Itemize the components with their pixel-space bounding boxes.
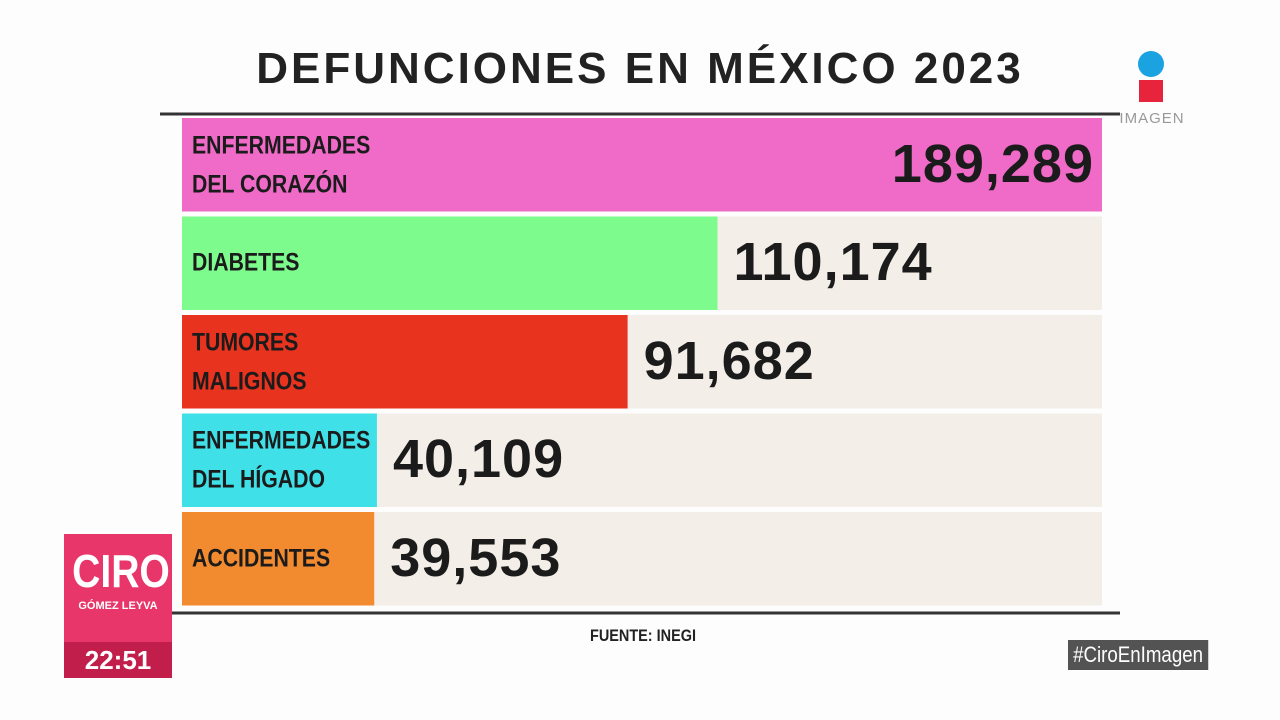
category-label: DIABETES — [192, 248, 300, 277]
logo-dot — [1138, 51, 1164, 77]
show-badge: CIRO GÓMEZ LEYVA 22:51 — [64, 534, 172, 678]
category-label: TUMORES MALIGNOS — [192, 328, 307, 395]
value-label: 39,553 — [390, 527, 562, 588]
clock: 22:51 — [64, 642, 172, 678]
category-label: ENFERMEDADES DEL CORAZÓN — [192, 131, 371, 198]
bar — [182, 118, 1102, 212]
value-label: 91,682 — [643, 330, 815, 391]
value-label: 40,109 — [392, 429, 565, 490]
value-label: 110,174 — [733, 232, 933, 293]
bar — [182, 216, 718, 310]
hashtag: #CiroEnImagen — [1068, 640, 1209, 670]
source: FUENTE: INEGI — [590, 626, 696, 645]
host-name: GÓMEZ LEYVA — [78, 600, 158, 612]
category-label: ENFERMEDADES DEL HÍGADO — [192, 426, 371, 494]
category-label: ACCIDENTES — [192, 544, 331, 573]
chart-title: DEFUNCIONES EN MÉXICO 2023 — [256, 44, 1024, 93]
bar — [182, 315, 628, 409]
logo-bar — [1139, 80, 1163, 102]
channel-logo: IMAGEN — [1119, 110, 1185, 127]
bar — [182, 413, 377, 507]
value-label: 189,289 — [891, 133, 1094, 194]
bar — [182, 512, 375, 606]
show-name: CIRO — [72, 545, 170, 597]
